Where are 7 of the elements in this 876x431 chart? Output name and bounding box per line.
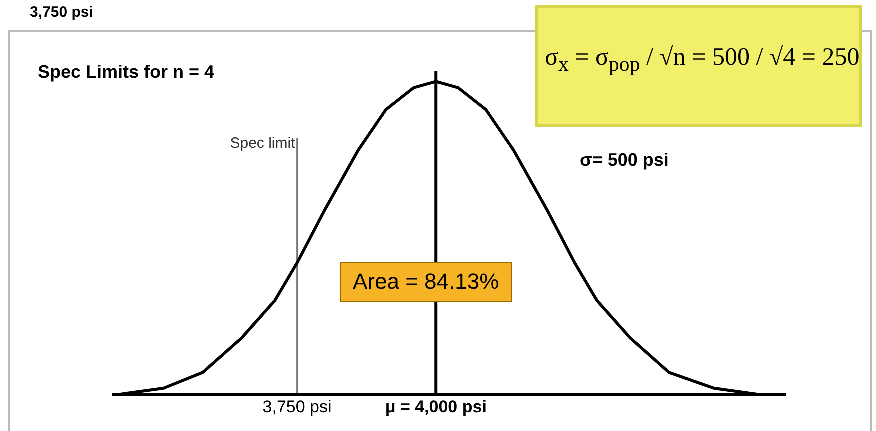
x-tick-label: μ = 4,000 psi <box>385 397 487 416</box>
text: σ$_{x}$ = σ$_{pop}$ / √n = 500 / √4 = 250 <box>545 44 860 77</box>
text: 3,750 psi <box>30 4 94 21</box>
chart-title: Spec Limits for n = 4 <box>38 62 215 83</box>
ref-line-label: Spec limit <box>230 135 296 152</box>
annotation: σ= 500 psi <box>580 150 669 171</box>
annotation: Area = 84.13% <box>340 262 512 302</box>
